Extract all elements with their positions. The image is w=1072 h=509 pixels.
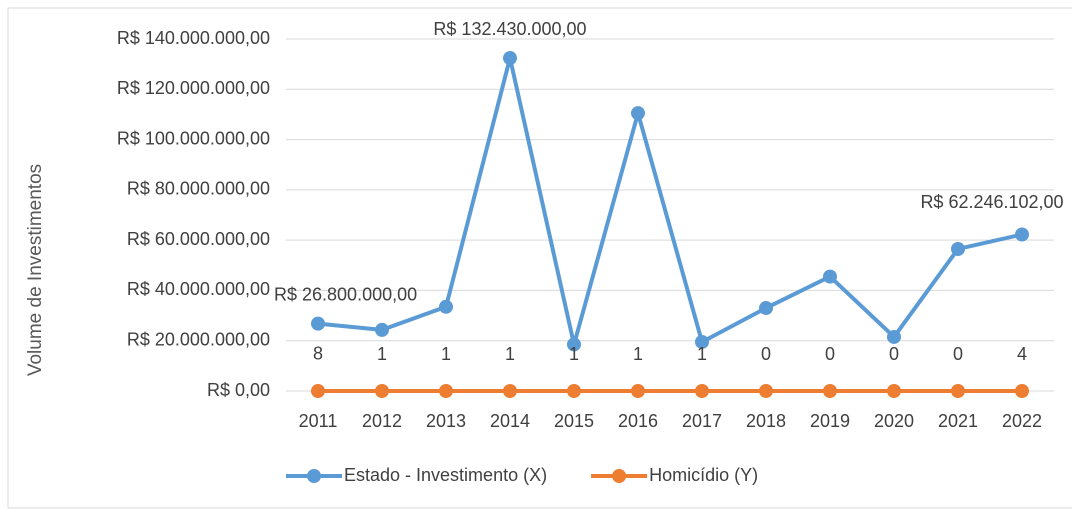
y-axis-label: Volume de Investimentos [25,164,46,376]
series-point [375,322,389,337]
x-tick-label: 2013 [426,411,466,431]
y-tick-label: R$ 0,00 [207,380,270,400]
data-label: 1 [377,344,387,364]
data-label: 1 [441,344,451,364]
x-tick-label: 2015 [554,411,594,431]
x-tick-label: 2022 [1002,411,1042,431]
legend-marker [612,469,627,483]
series-point [567,384,581,398]
chart-frame [7,7,1072,509]
series-point [887,329,901,344]
series-point [375,384,389,398]
series-point [503,384,517,398]
x-tick-label: 2012 [362,411,402,431]
legend-label: Homicídio (Y) [649,465,758,485]
legend-marker [307,469,321,483]
series-point [503,51,517,66]
x-tick-label: 2017 [682,411,722,431]
series-point [631,106,645,121]
legend-label: Estado - Investimento (X) [344,465,547,485]
x-tick-label: 2011 [299,411,338,431]
y-tick-label: R$ 60.000.000,00 [127,229,270,249]
x-tick-label: 2016 [618,411,658,431]
data-label: R$ 132.430.000,00 [433,19,586,39]
data-label: 0 [825,344,835,364]
series-point [887,384,901,398]
series-point [311,383,325,398]
series-point [1015,227,1029,242]
series-point [759,384,773,398]
data-label: 0 [889,344,899,364]
series-point [695,384,709,398]
y-tick-label: R$ 80.000.000,00 [127,179,270,199]
series-point [439,384,453,398]
y-tick-label: R$ 100.000.000,00 [117,128,270,148]
x-tick-label: 2019 [810,411,850,431]
series-point [439,299,453,314]
y-tick-label: R$ 140.000.000,00 [117,28,270,48]
data-label: 1 [633,344,643,364]
series-point [951,384,965,398]
series-point [823,269,837,284]
y-tick-label: R$ 120.000.000,00 [117,78,270,98]
series-point [311,316,325,331]
series-point [951,241,965,256]
data-label: 1 [505,344,515,364]
x-tick-label: 2014 [490,411,530,431]
x-tick-label: 2018 [746,411,786,431]
y-tick-label: R$ 20.000.000,00 [127,329,270,349]
series-point [695,334,709,349]
y-tick-label: R$ 40.000.000,00 [127,279,270,299]
data-label: 1 [569,344,579,364]
data-label: R$ 62.246.102,00 [920,192,1063,212]
series-point [823,384,837,398]
data-label: R$ 26.800.000,00 [274,284,417,304]
data-label: 0 [761,344,771,364]
data-label: 1 [697,344,707,364]
x-tick-label: 2020 [874,411,914,431]
series-line [317,56,1023,347]
series-point [631,384,645,398]
data-label: 0 [953,344,963,364]
series-point [1015,384,1029,398]
data-label: 8 [313,344,323,364]
data-label: 4 [1017,344,1027,364]
series-point [567,337,581,352]
x-tick-label: 2021 [938,411,978,431]
series-point [759,301,773,316]
